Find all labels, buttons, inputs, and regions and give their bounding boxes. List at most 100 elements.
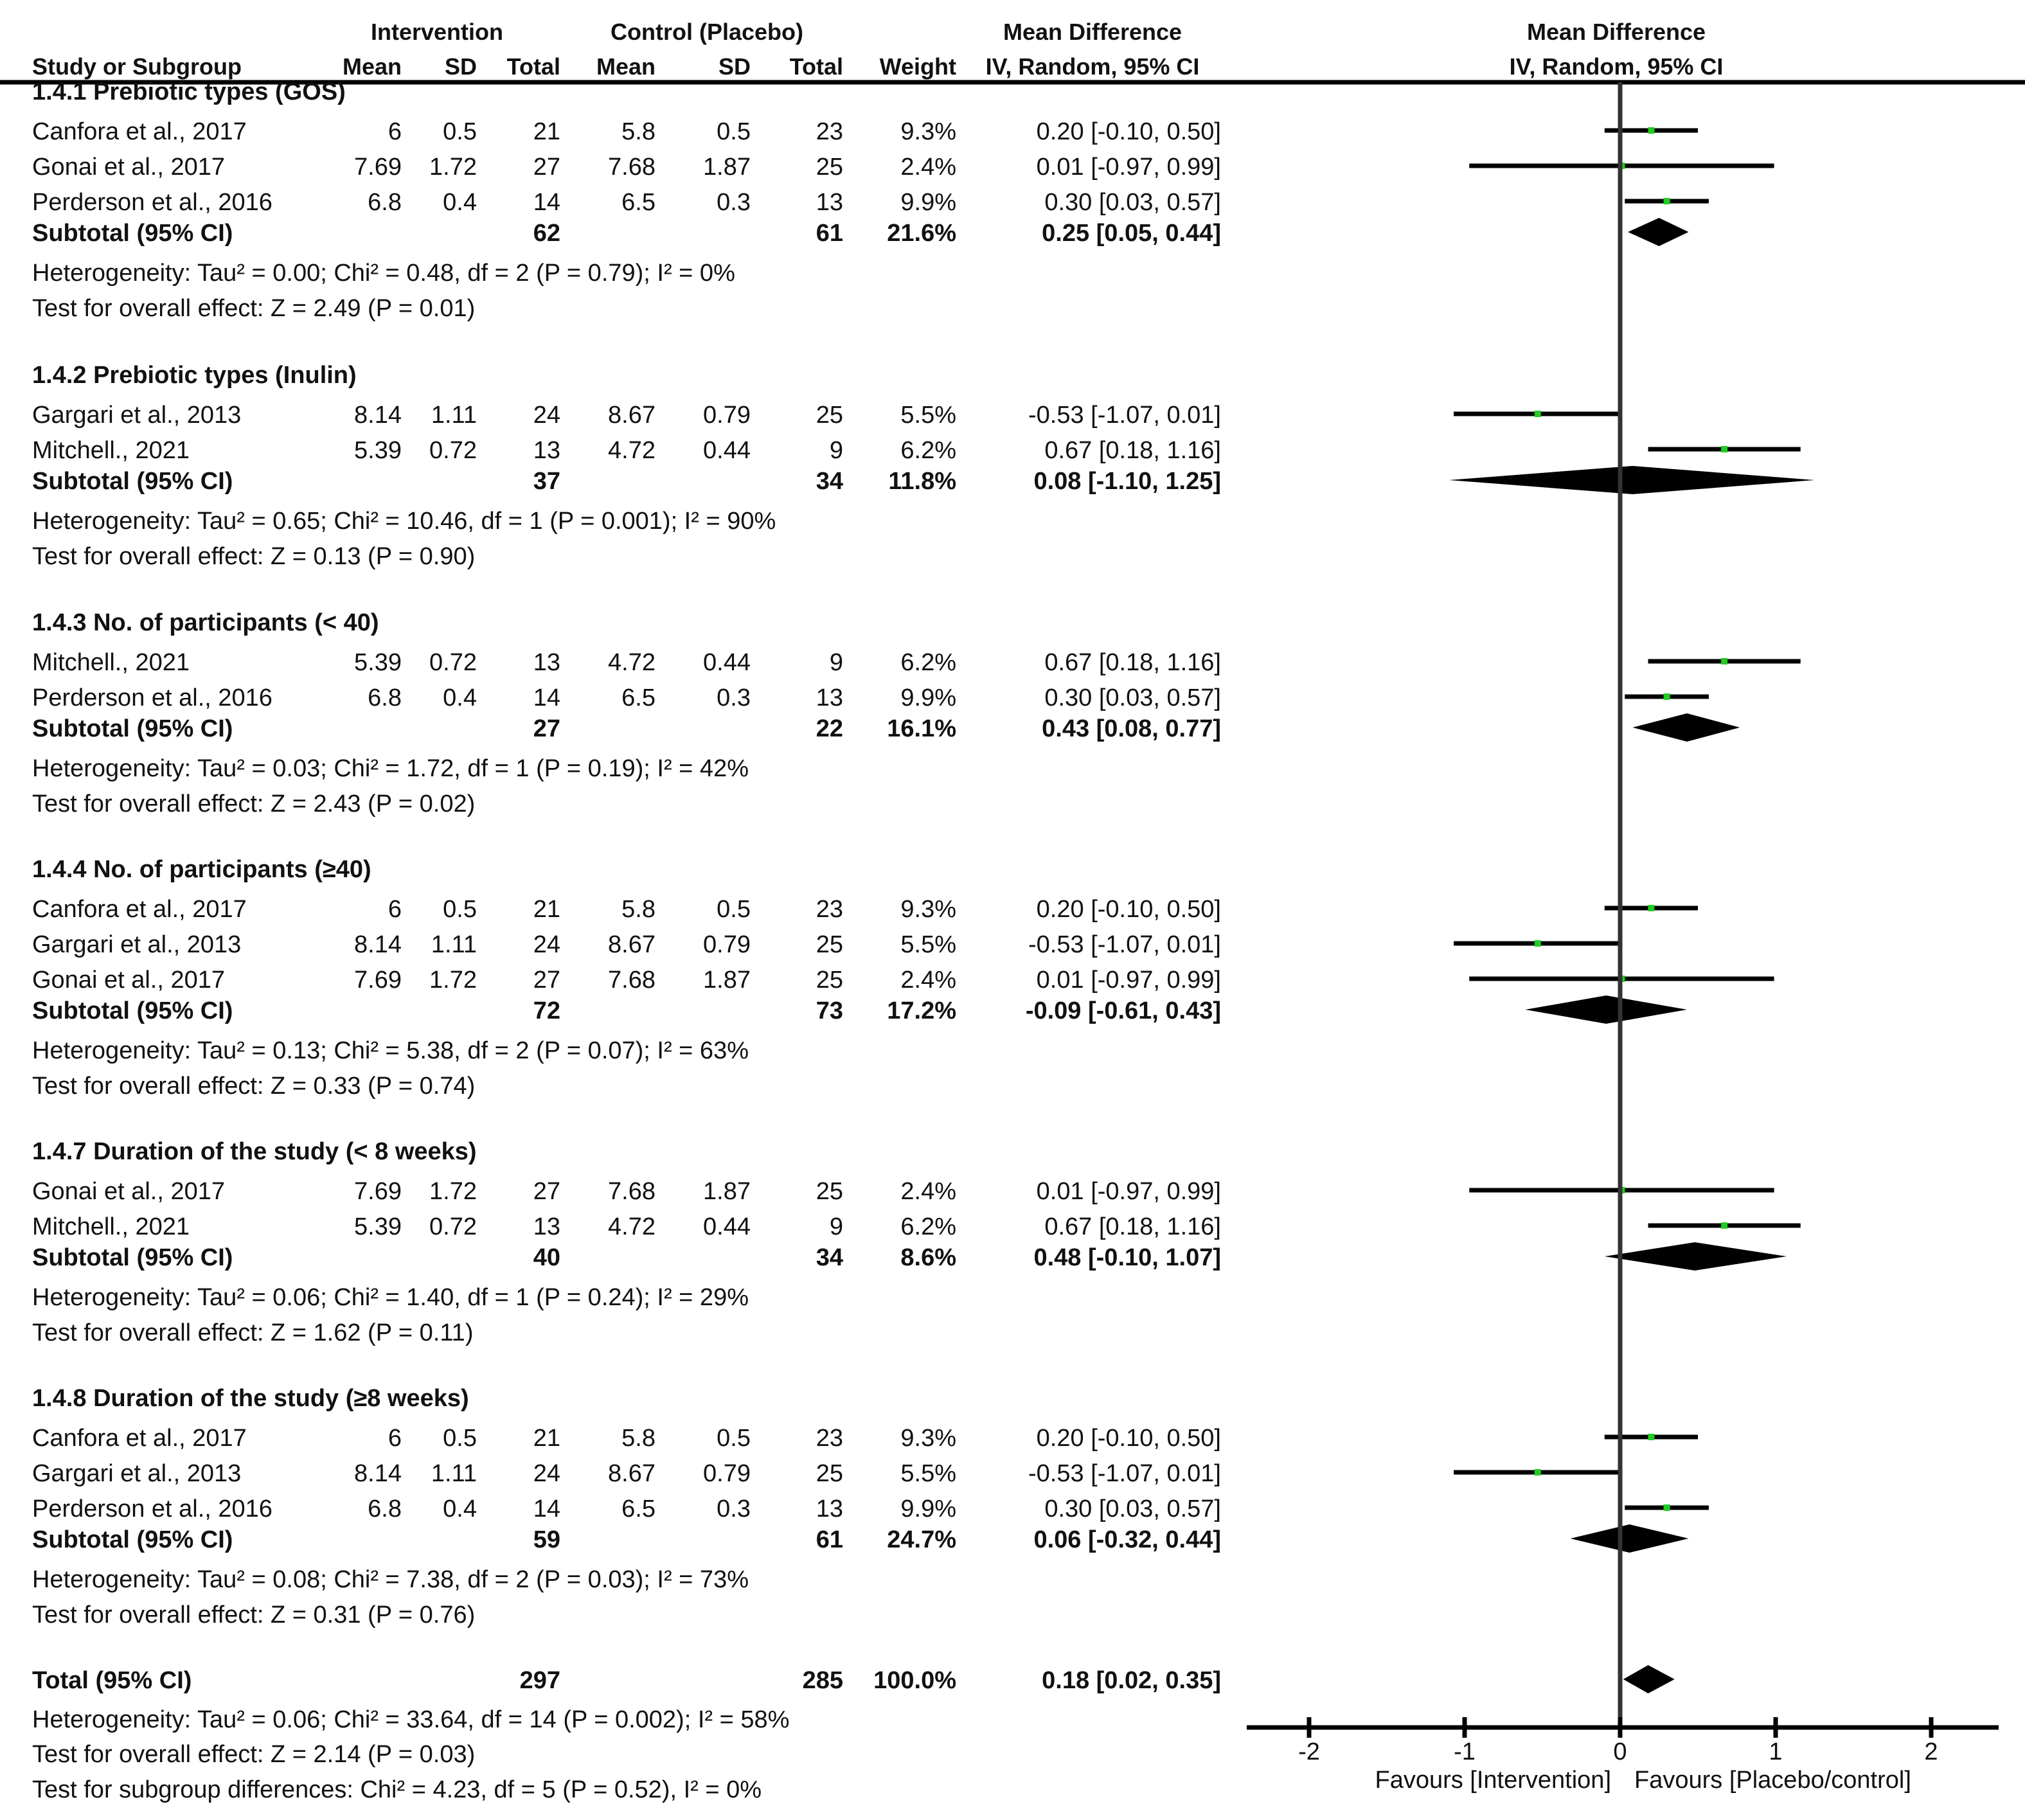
subtotal-diamond [1525,995,1688,1024]
study-mean1: 6 [388,118,402,145]
subtotal-n2: 61 [816,220,843,247]
subtotal-label: Subtotal (95% CI) [32,1526,233,1553]
study-sd2: 0.79 [703,931,751,958]
study-n1: 14 [533,684,560,711]
study-sd1: 0.5 [443,118,477,145]
study-n2: 25 [816,1460,843,1487]
study-ci: 0.30 [0.03, 0.57] [1044,189,1221,216]
header-mean1: Mean [343,53,402,80]
study-sd2: 0.79 [703,402,751,429]
overall-effect-text: Test for overall effect: Z = 1.62 (P = 0… [32,1319,473,1346]
study-n2: 25 [816,1178,843,1205]
subtotal-n1: 59 [533,1526,560,1553]
study-marker [1648,1434,1655,1440]
study-n1: 21 [533,1425,560,1452]
subtotal-weight: 17.2% [887,997,956,1024]
study-name: Canfora et al., 2017 [32,896,247,923]
header-weight: Weight [880,53,956,80]
study-sd1: 0.5 [443,896,477,923]
header-total1: Total [507,53,560,80]
study-sd1: 1.72 [429,1178,477,1205]
study-mean1: 6.8 [368,189,402,216]
study-weight: 5.5% [900,931,956,958]
study-sd1: 1.11 [431,1460,477,1487]
study-sd2: 0.44 [703,437,751,464]
subtotal-label: Subtotal (95% CI) [32,468,233,495]
study-ci: 0.20 [-0.10, 0.50] [1037,118,1221,145]
study-mean1: 8.14 [354,931,402,958]
subtotal-n1: 72 [533,997,560,1024]
x-tick-label: 1 [1769,1738,1782,1765]
header-group1: Intervention [371,19,503,45]
header-sd2: SD [718,53,751,80]
subtotal-label: Subtotal (95% CI) [32,1244,233,1271]
study-n2: 13 [816,189,843,216]
study-ci: 0.01 [-0.97, 0.99] [1037,154,1221,181]
study-n2: 13 [816,684,843,711]
study-sd2: 0.3 [717,189,751,216]
study-sd1: 1.72 [429,154,477,181]
study-n1: 24 [533,402,560,429]
x-tick-label: -1 [1454,1738,1476,1765]
subgroup-differences: Test for subgroup differences: Chi² = 4.… [32,1776,762,1803]
study-mean2: 5.8 [621,118,656,145]
study-sd2: 1.87 [703,154,751,181]
study-n2: 23 [816,118,843,145]
header-total2: Total [790,53,843,80]
study-ci: 0.30 [0.03, 0.57] [1044,1495,1221,1522]
header-plot-title: Mean Difference [1527,19,1706,45]
subtotal-weight: 24.7% [887,1526,956,1553]
overall-effect-text: Test for overall effect: Z = 2.43 (P = 0… [32,790,475,817]
study-sd2: 0.5 [717,118,751,145]
study-n2: 25 [816,967,843,994]
study-weight: 2.4% [900,1178,956,1205]
study-n1: 13 [533,437,560,464]
study-sd2: 1.87 [703,1178,751,1205]
subtotal-label: Subtotal (95% CI) [32,715,233,742]
study-ci: 0.67 [0.18, 1.16] [1044,1213,1221,1240]
study-ci: 0.20 [-0.10, 0.50] [1037,896,1221,923]
study-n1: 14 [533,189,560,216]
study-mean2: 8.67 [608,931,656,958]
study-weight: 6.2% [900,437,956,464]
study-n1: 24 [533,931,560,958]
study-sd2: 0.3 [717,1495,751,1522]
subtotal-ci: -0.09 [-0.61, 0.43] [1026,997,1221,1024]
study-name: Mitchell., 2021 [32,649,190,676]
study-n1: 24 [533,1460,560,1487]
subtotal-ci: 0.25 [0.05, 0.44] [1042,220,1221,247]
study-sd1: 0.72 [429,649,477,676]
study-marker [1534,1469,1541,1476]
subtotal-weight: 11.8% [888,468,956,495]
study-marker [1534,940,1541,947]
study-mean2: 4.72 [608,649,656,676]
study-sd1: 1.72 [429,967,477,994]
study-mean1: 6.8 [368,1495,402,1522]
study-mean1: 6 [388,896,402,923]
study-mean1: 7.69 [354,154,402,181]
study-n2: 9 [830,649,843,676]
study-marker [1663,198,1670,204]
study-mean2: 6.5 [621,1495,656,1522]
total-weight: 100.0% [873,1667,956,1694]
study-name: Gonai et al., 2017 [32,1178,225,1205]
total-ci: 0.18 [0.02, 0.35] [1042,1667,1221,1694]
subtotal-n2: 61 [816,1526,843,1553]
heterogeneity-text: Heterogeneity: Tau² = 0.65; Chi² = 10.46… [32,508,776,535]
study-n1: 27 [533,154,560,181]
study-n2: 9 [830,437,843,464]
study-mean2: 7.68 [608,1178,656,1205]
study-n2: 25 [816,931,843,958]
study-mean1: 6.8 [368,684,402,711]
total-label: Total (95% CI) [32,1667,192,1694]
study-weight: 9.9% [900,1495,956,1522]
study-name: Perderson et al., 2016 [32,684,272,711]
subtotal-weight: 8.6% [900,1244,956,1271]
overall-effect-text: Test for overall effect: Z = 0.31 (P = 0… [32,1601,475,1628]
study-mean1: 8.14 [354,402,402,429]
study-mean2: 6.5 [621,684,656,711]
subtotal-n1: 27 [533,715,560,742]
study-ci: 0.01 [-0.97, 0.99] [1037,1178,1221,1205]
total-overall-effect: Test for overall effect: Z = 2.14 (P = 0… [32,1741,475,1768]
study-name: Gonai et al., 2017 [32,967,225,994]
